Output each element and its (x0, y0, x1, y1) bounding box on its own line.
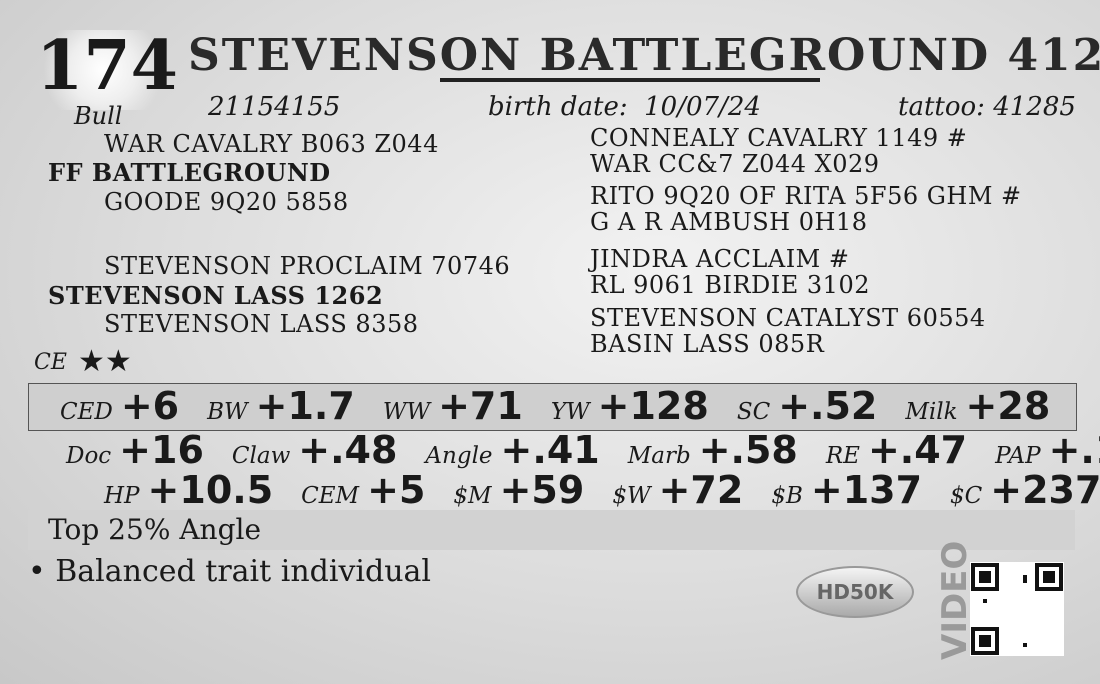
sire-dam: GOODE 9Q20 5858 (104, 188, 349, 216)
genomic-badge: HD50K (796, 566, 914, 618)
lot-number: 174 (36, 26, 178, 106)
epd-label: Doc (66, 443, 112, 469)
note: • Balanced trait individual (28, 554, 431, 589)
epd-label: HP (104, 483, 140, 509)
epd-value: +59 (499, 468, 585, 512)
epd-value: +237 (990, 468, 1100, 512)
epd-value: +16 (119, 428, 204, 472)
highlight: Top 25% Angle (48, 513, 262, 546)
qr-code (970, 562, 1064, 656)
epd-row: Doc +16 Claw +.48 Angle +.41 Marb +.58 RE +.47 PAP… (66, 428, 1100, 472)
divider (440, 78, 820, 82)
epd-label: Angle (425, 443, 493, 469)
epd-label: WW (382, 399, 431, 425)
birth-date-label: birth date: (488, 92, 628, 122)
epd-value: +.41 (500, 428, 600, 472)
epd-value: +.18 (1048, 428, 1100, 472)
tattoo: tattoo: 41285 (898, 92, 1076, 122)
epd-value: +.47 (867, 428, 968, 472)
qr-module (1043, 571, 1055, 583)
epd-value: +28 (965, 384, 1051, 428)
epd-label: PAP (995, 443, 1041, 469)
epd-value: +71 (438, 384, 523, 428)
epd-label: Claw (231, 443, 291, 469)
ancestor: WAR CC&7 Z044 X029 (590, 150, 880, 178)
starburst (28, 30, 178, 110)
ancestor: RL 9061 BIRDIE 3102 (590, 271, 870, 299)
epd-label: $B (771, 483, 803, 509)
dam-sire: STEVENSON PROCLAIM 70746 (104, 252, 511, 280)
dam: STEVENSON LASS 1262 (48, 281, 384, 310)
epd-value: +1.7 (255, 384, 355, 428)
epd-label: Marb (627, 443, 691, 469)
epd-label: $M (453, 483, 492, 509)
qr-module (1023, 575, 1027, 579)
epd-row: HP +10.5 CEM +5 $M +59 $W +72 $B +137 $C +237 (104, 468, 1100, 512)
animal-name: STEVENSON BATTLEGROUND 41285 (188, 30, 1100, 81)
tattoo-label: tattoo: (898, 92, 985, 122)
epd-value: +137 (810, 468, 923, 512)
epd-value: +.58 (698, 428, 798, 472)
epd-box (28, 383, 1077, 431)
epd-label: RE (825, 443, 860, 469)
ce-label: CE (34, 350, 67, 375)
ancestor: G A R AMBUSH 0H18 (590, 208, 868, 236)
ancestor: BASIN LASS 085R (590, 330, 825, 358)
epd-label: BW (207, 399, 248, 425)
qr-module (983, 599, 987, 603)
ancestor: RITO 9Q20 OF RITA 5F56 GHM # (590, 182, 1022, 210)
ce-stars: ★★ (78, 344, 132, 379)
note-text: Balanced trait individual (55, 554, 431, 589)
highlight-bar (28, 510, 1075, 550)
video-label: VIDEO (935, 540, 975, 660)
epd-value: +6 (120, 384, 180, 428)
sire-sire: WAR CAVALRY B063 Z044 (104, 130, 439, 158)
birth-date: birth date: 10/07/24 (488, 92, 761, 122)
qr-module (979, 635, 991, 647)
ancestor: JINDRA ACCLAIM # (590, 245, 850, 273)
qr-module (1023, 643, 1027, 647)
epd-label: YW (550, 399, 590, 425)
epd-value: +5 (367, 468, 426, 512)
dam-dam: STEVENSON LASS 8358 (104, 310, 419, 338)
sex: Bull (74, 102, 123, 130)
qr-module (1023, 579, 1027, 583)
tattoo-value: 41285 (993, 92, 1076, 122)
epd-row: CED +6 BW +1.7 WW +71 YW +128 SC +.52 Milk +28 (60, 384, 1078, 428)
epd-label: $W (612, 483, 651, 509)
epd-label: CEM (301, 483, 360, 509)
epd-value: +128 (597, 384, 709, 428)
ancestor: STEVENSON CATALYST 60554 (590, 304, 986, 332)
epd-value: +.52 (778, 384, 878, 428)
qr-module (979, 571, 991, 583)
epd-label: SC (736, 399, 771, 425)
sire: FF BATTLEGROUND (48, 158, 331, 187)
epd-value: +72 (658, 468, 744, 512)
birth-date-value: 10/07/24 (644, 92, 761, 122)
epd-value: +10.5 (147, 468, 274, 512)
registration: 21154155 (208, 92, 341, 122)
epd-value: +.48 (298, 428, 398, 472)
ancestor: CONNEALY CAVALRY 1149 # (590, 124, 968, 152)
epd-label: Milk (905, 399, 958, 425)
epd-label: CED (60, 399, 113, 425)
epd-label: $C (950, 483, 983, 509)
